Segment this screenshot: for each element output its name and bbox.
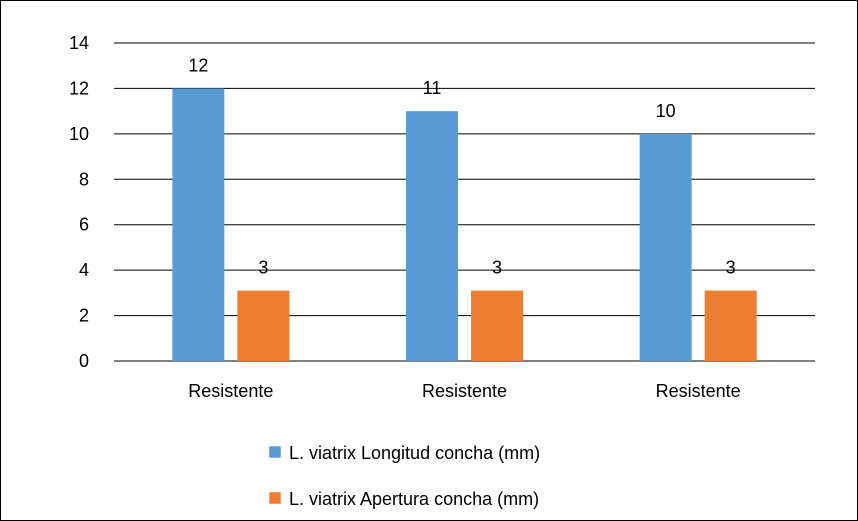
gridlines bbox=[114, 42, 815, 362]
legend-swatch bbox=[268, 445, 282, 459]
legend-entry: L. viatrix Apertura concha (mm) bbox=[289, 489, 539, 509]
data-label: 3 bbox=[492, 258, 502, 278]
data-label: 10 bbox=[656, 101, 676, 121]
y-tick-label: 6 bbox=[79, 215, 89, 235]
y-tick-label: 14 bbox=[69, 33, 89, 53]
bar bbox=[639, 133, 692, 361]
y-tick-label: 8 bbox=[79, 169, 89, 189]
bar bbox=[406, 111, 458, 362]
legend-entry: L. viatrix Longitud concha (mm) bbox=[289, 443, 540, 463]
y-tick-label: 10 bbox=[69, 124, 89, 144]
y-tick-label: 12 bbox=[69, 78, 89, 98]
y-tick-label: 4 bbox=[79, 260, 89, 280]
y-axis-ticks: 0 2 4 6 8 10 12 14 bbox=[69, 33, 89, 371]
data-label: 3 bbox=[258, 258, 268, 278]
bar bbox=[237, 290, 290, 361]
bar bbox=[471, 290, 523, 361]
x-axis-categories: Resistente Resistente Resistente bbox=[188, 381, 740, 401]
bars bbox=[172, 88, 757, 362]
legend-swatch bbox=[268, 491, 282, 505]
x-category-label: Resistente bbox=[656, 381, 741, 401]
data-label: 12 bbox=[188, 55, 208, 75]
x-category-label: Resistente bbox=[422, 381, 507, 401]
data-labels: 12 3 11 3 10 3 bbox=[188, 55, 735, 277]
x-category-label: Resistente bbox=[188, 381, 273, 401]
data-label: 11 bbox=[423, 78, 442, 98]
data-label: 3 bbox=[726, 258, 736, 278]
bar bbox=[704, 290, 757, 361]
y-tick-label: 2 bbox=[79, 306, 89, 326]
y-tick-label: 0 bbox=[79, 351, 89, 371]
bar bbox=[172, 88, 225, 361]
legend: L. viatrix Longitud concha (mm) L. viatri… bbox=[268, 443, 540, 509]
